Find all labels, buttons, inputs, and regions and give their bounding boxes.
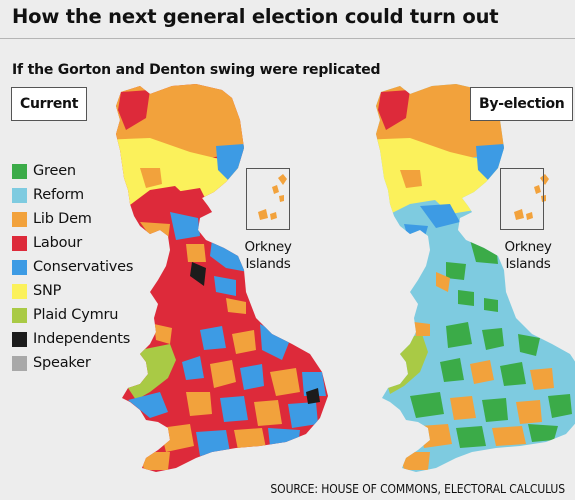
source-credit: SOURCE: HOUSE OF COMMONS, ELECTORAL CALC…: [270, 482, 565, 496]
legend-item-labour: Labour: [12, 231, 133, 255]
legend-swatch: [12, 355, 27, 371]
by-election-map: [376, 84, 575, 472]
current-map: [116, 84, 328, 472]
legend-swatch: [12, 235, 27, 251]
legend-swatch: [12, 283, 27, 299]
legend-swatch: [12, 187, 27, 203]
legend-item-lib-dem: Lib Dem: [12, 207, 133, 231]
legend-label: Speaker: [33, 355, 91, 371]
orkney-label-line1: Orkney: [244, 239, 292, 255]
legend-item-green: Green: [12, 159, 133, 183]
legend-label: Plaid Cymru: [33, 307, 119, 323]
legend-label: Green: [33, 163, 76, 179]
legend-label: Conservatives: [33, 259, 134, 275]
legend-swatch: [12, 211, 27, 227]
legend-item-snp: SNP: [12, 279, 133, 303]
legend-swatch: [12, 307, 27, 323]
legend-item-independents: Independents: [12, 327, 133, 351]
legend-label: Independents: [33, 331, 131, 347]
orkney-inset-by-election: [500, 168, 544, 230]
page-subtitle: If the Gorton and Denton swing were repl…: [12, 62, 381, 78]
legend-swatch: [12, 163, 27, 179]
orkney-label-current: Orkney Islands: [233, 239, 303, 273]
legend-label: Labour: [33, 235, 82, 251]
legend-item-reform: Reform: [12, 183, 133, 207]
legend-label: Lib Dem: [33, 211, 92, 227]
orkney-label-by-election: Orkney Islands: [493, 239, 563, 273]
orkney-label-line1: Orkney: [504, 239, 552, 255]
legend-swatch: [12, 259, 27, 275]
page-title: How the next general election could turn…: [12, 5, 499, 28]
party-legend: Green Reform Lib Dem Labour Conservatives SNP…: [12, 159, 133, 375]
orkney-label-line2: Islands: [505, 256, 551, 272]
current-map-label: Current: [11, 87, 88, 121]
by-election-map-label: By-election: [470, 87, 574, 121]
legend-label: SNP: [33, 283, 62, 299]
orkney-label-line2: Islands: [245, 256, 291, 272]
title-divider: [0, 38, 575, 39]
legend-swatch: [12, 331, 27, 347]
orkney-inset-current: [246, 168, 290, 230]
legend-item-speaker: Speaker: [12, 351, 133, 375]
legend-label: Reform: [33, 187, 84, 203]
legend-item-plaid-cymru: Plaid Cymru: [12, 303, 133, 327]
legend-item-conservatives: Conservatives: [12, 255, 133, 279]
